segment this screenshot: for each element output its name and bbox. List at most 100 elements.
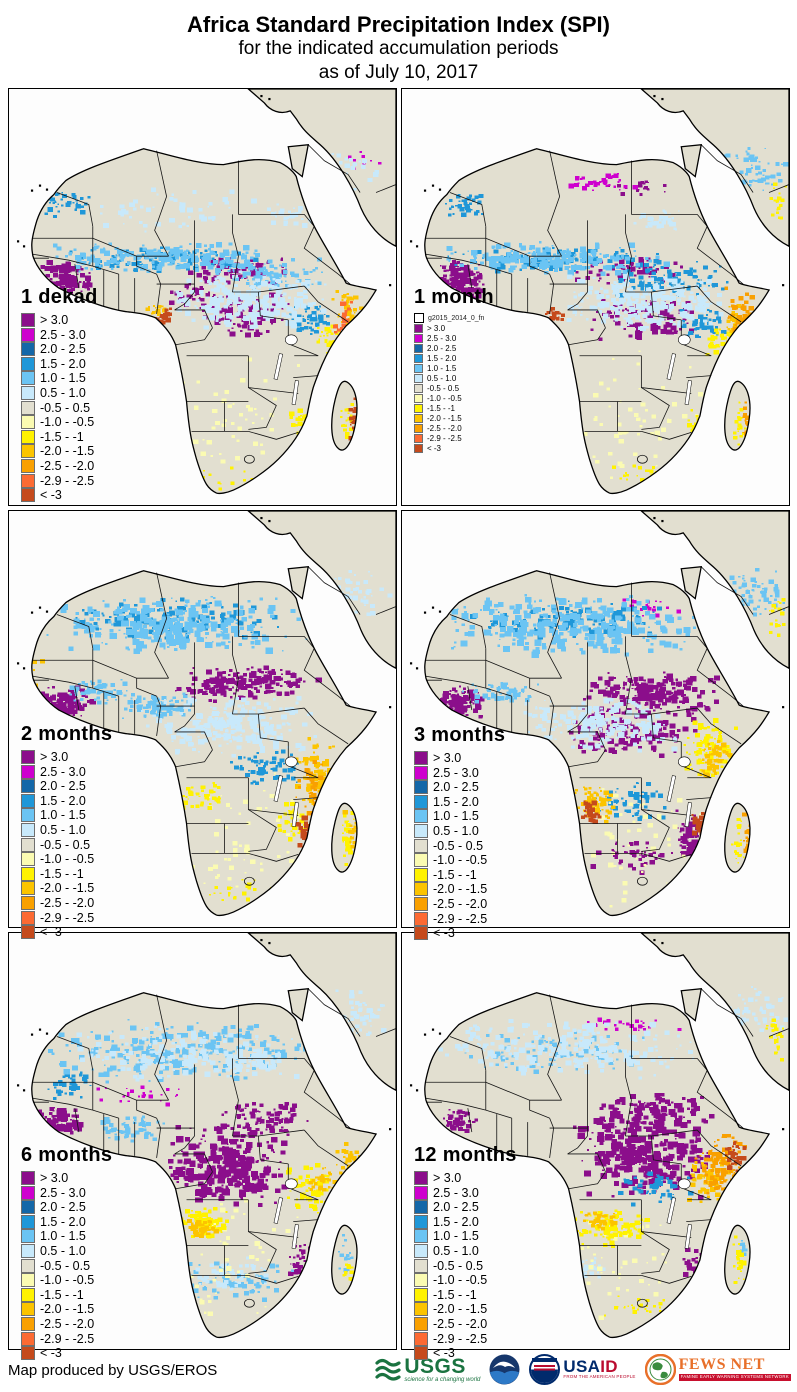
legend-label: -1.5 - -1 (433, 867, 477, 882)
fewsnet-wordmark: FEWS NET (678, 1356, 765, 1374)
legend-swatch (21, 1171, 35, 1185)
legend-row: -2.9 - -2.5 (414, 434, 494, 443)
legend-swatch (21, 356, 35, 371)
legend-row: -1.0 - -0.5 (414, 1273, 517, 1288)
legend-row: < -3 (414, 1346, 517, 1361)
legend-swatch (21, 473, 35, 488)
legend-swatch (21, 1243, 35, 1258)
legend-row: 2.0 - 2.5 (21, 779, 112, 794)
legend-row: 2.5 - 3.0 (414, 765, 505, 780)
legend-row: -1.5 - -1 (414, 1287, 517, 1302)
legend-row: -0.5 - 0.5 (21, 837, 112, 852)
legend-label: -2.5 - -2.0 (433, 896, 488, 911)
legend-swatch (414, 1331, 428, 1346)
legend-label: 1.0 - 1.5 (40, 1229, 86, 1244)
legend-row: 1.5 - 2.0 (21, 793, 112, 808)
legend-swatch (21, 1316, 35, 1331)
panel-legend: 1 month g2015_2014_0_fn > 3.0 2.5 - 3.0 2.0 … (414, 286, 494, 454)
legend-row: < -3 (414, 926, 505, 941)
legend-swatch (414, 1171, 428, 1185)
legend-row: 0.5 - 1.0 (414, 823, 505, 838)
legend-row: -0.5 - 0.5 (414, 838, 505, 853)
panel-label: 1 dekad (21, 286, 98, 308)
legend-label: -2.9 - -2.5 (40, 473, 95, 488)
legend-row: -2.5 - -2.0 (21, 1316, 112, 1331)
legend-swatch (21, 1229, 35, 1244)
legend-row: 1.5 - 2.0 (414, 354, 494, 363)
legend-row: 2.0 - 2.5 (21, 1200, 112, 1215)
legend-row: 0.5 - 1.0 (21, 385, 98, 400)
legend-row: -2.5 - -2.0 (414, 896, 505, 911)
legend-row: > 3.0 (21, 1171, 112, 1185)
legend-row: 2.0 - 2.5 (21, 342, 98, 357)
legend-swatch (21, 866, 35, 881)
legend-label: -2.9 - -2.5 (433, 1331, 488, 1346)
legend-label: 1.0 - 1.5 (427, 364, 457, 373)
legend-row: -2.9 - -2.5 (21, 473, 98, 488)
legend-label: 1.5 - 2.0 (40, 1214, 86, 1229)
legend-label: 1.0 - 1.5 (40, 808, 86, 823)
panel-label: 2 months (21, 723, 113, 745)
legend-label: 2.0 - 2.5 (433, 1200, 479, 1215)
legend-swatch (21, 750, 35, 764)
legend-swatch (21, 925, 35, 940)
legend-row: -2.9 - -2.5 (414, 911, 505, 926)
legend-label: 1.5 - 2.0 (40, 356, 86, 371)
legend-label: > 3.0 (427, 324, 446, 333)
legend-label: 1.0 - 1.5 (40, 371, 86, 386)
legend-swatch (414, 780, 428, 795)
legend-swatch (414, 354, 423, 363)
legend-swatch (21, 808, 35, 823)
legend-row: -2.0 - -1.5 (21, 881, 112, 896)
legend-row: -2.0 - -1.5 (21, 444, 98, 459)
legend-row: -1.5 - -1 (21, 866, 112, 881)
legend-label: < -3 (40, 1346, 62, 1361)
legend-swatch (21, 342, 35, 357)
legend-swatch (21, 779, 35, 794)
legend-swatch (21, 313, 35, 327)
legend-row: -1.0 - -0.5 (21, 415, 98, 430)
legend-row: 2.5 - 3.0 (414, 1185, 517, 1200)
legend-label: > 3.0 (433, 1171, 462, 1185)
panel-label: 12 months (414, 1144, 517, 1166)
legend-layer-label: g2015_2014_0_fn (428, 314, 485, 322)
usgs-wordmark: USGS (404, 1354, 466, 1378)
usaid-logo: USAID FROM THE AMERICAN PEOPLE (529, 1353, 635, 1385)
legend-label: -2.0 - -1.5 (40, 1302, 95, 1317)
legend-row: 2.5 - 3.0 (21, 1185, 112, 1200)
usgs-tagline: science for a changing world (404, 1376, 481, 1383)
spi-panel-6-months: 6 months > 3.0 2.5 - 3.0 2.0 - 2.5 1.5 - 2.0… (8, 932, 397, 1361)
legend-label: 1.5 - 2.0 (433, 1214, 479, 1229)
legend-swatch (21, 1331, 35, 1346)
panel-legend: 3 months > 3.0 2.5 - 3.0 2.0 - 2.5 1.5 - 2.0… (414, 724, 505, 941)
legend-swatch (21, 1200, 35, 1215)
logo-strip: USGS science for a changing world USAID (375, 1350, 791, 1388)
legend-label: 2.0 - 2.5 (427, 344, 457, 353)
legend-swatch (21, 1214, 35, 1229)
legend-row: 2.5 - 3.0 (414, 334, 494, 343)
legend-swatch (414, 1185, 428, 1200)
legend-label: -2.9 - -2.5 (427, 434, 462, 443)
panel-label: 6 months (21, 1144, 113, 1166)
legend-label: -0.5 - 0.5 (433, 838, 484, 853)
legend-row: > 3.0 (414, 1171, 517, 1185)
legend-row: 0.5 - 1.0 (414, 1243, 517, 1258)
africa-map (9, 511, 396, 927)
panel-label: 3 months (414, 724, 506, 746)
legend-swatch (414, 882, 428, 897)
legend-swatch (414, 1316, 428, 1331)
legend-label: < -3 (433, 1346, 455, 1361)
legend-label: -2.5 - -2.0 (40, 458, 95, 473)
legend-swatch (21, 881, 35, 896)
fewsnet-globe-icon (644, 1353, 676, 1385)
legend-swatch (414, 867, 428, 882)
legend-label: < -3 (427, 444, 442, 453)
legend-swatch (21, 764, 35, 779)
legend-swatch (414, 1243, 428, 1258)
legend-swatch (414, 1229, 428, 1244)
legend-row: -1.5 - -1 (21, 1287, 112, 1302)
africa-map (9, 933, 396, 1349)
legend-swatch (414, 853, 428, 868)
spi-panel-12-months: 12 months > 3.0 2.5 - 3.0 2.0 - 2.5 1.5 - 2.… (401, 932, 790, 1361)
legend-row: -1.5 - -1 (21, 429, 98, 444)
